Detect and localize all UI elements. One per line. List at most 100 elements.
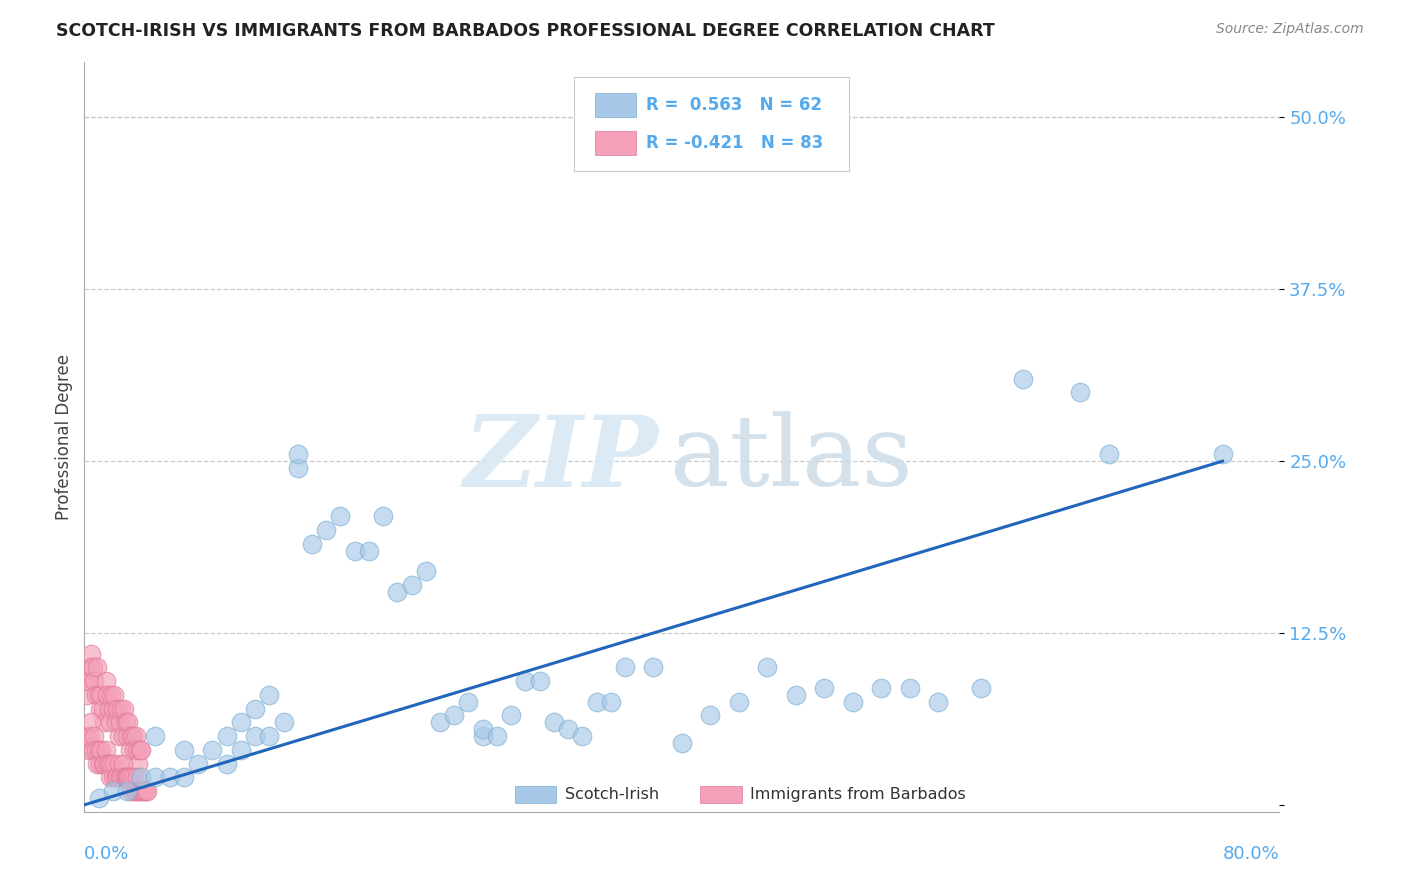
Point	[98, 770, 121, 784]
Point	[127, 784, 149, 798]
Point	[571, 729, 593, 743]
Point	[159, 770, 181, 784]
Point	[387, 584, 409, 599]
Point	[215, 756, 238, 771]
Point	[118, 770, 141, 784]
Point	[87, 688, 110, 702]
Point	[93, 756, 115, 771]
Point	[373, 509, 395, 524]
Point	[76, 688, 98, 702]
Point	[259, 688, 281, 702]
Point	[89, 701, 111, 715]
Point	[129, 743, 152, 757]
Point	[121, 770, 143, 784]
Point	[110, 701, 132, 715]
Point	[501, 708, 523, 723]
Point	[90, 688, 112, 702]
Point	[79, 729, 101, 743]
Point	[112, 770, 135, 784]
Point	[84, 688, 107, 702]
Point	[287, 447, 309, 461]
Point	[273, 715, 295, 730]
Point	[111, 756, 134, 771]
Point	[129, 784, 152, 798]
Point	[898, 681, 921, 695]
Point	[215, 729, 238, 743]
Point	[970, 681, 993, 695]
Point	[114, 770, 136, 784]
Point	[101, 784, 124, 798]
Point	[108, 715, 131, 730]
Text: 0.0%: 0.0%	[84, 846, 129, 863]
Point	[77, 743, 100, 757]
Point	[756, 660, 779, 674]
Point	[1069, 385, 1091, 400]
Point	[79, 660, 101, 674]
FancyBboxPatch shape	[575, 78, 849, 171]
Point	[98, 715, 121, 730]
Point	[135, 784, 157, 798]
Text: R =  0.563   N = 62: R = 0.563 N = 62	[647, 96, 823, 114]
Point	[443, 708, 465, 723]
Point	[84, 743, 107, 757]
Point	[301, 536, 323, 550]
Text: SCOTCH-IRISH VS IMMIGRANTS FROM BARBADOS PROFESSIONAL DEGREE CORRELATION CHART: SCOTCH-IRISH VS IMMIGRANTS FROM BARBADOS…	[56, 22, 995, 40]
Point	[127, 756, 149, 771]
Point	[259, 729, 281, 743]
Point	[124, 784, 146, 798]
Point	[471, 723, 494, 737]
Point	[1012, 371, 1035, 385]
FancyBboxPatch shape	[700, 786, 742, 803]
Point	[229, 743, 252, 757]
Point	[100, 756, 122, 771]
Point	[86, 756, 108, 771]
Point	[89, 756, 111, 771]
Text: Scotch-Irish: Scotch-Irish	[565, 787, 659, 802]
Point	[101, 770, 124, 784]
Point	[128, 743, 150, 757]
Point	[699, 708, 721, 723]
Point	[110, 770, 132, 784]
Point	[125, 770, 148, 784]
Point	[671, 736, 693, 750]
Point	[82, 660, 104, 674]
Point	[813, 681, 835, 695]
Point	[115, 770, 138, 784]
Point	[97, 756, 120, 771]
Point	[87, 791, 110, 805]
Point	[187, 756, 209, 771]
Point	[103, 756, 125, 771]
Text: Source: ZipAtlas.com: Source: ZipAtlas.com	[1216, 22, 1364, 37]
Point	[103, 688, 125, 702]
Point	[132, 784, 156, 798]
Point	[315, 523, 337, 537]
Text: atlas: atlas	[671, 412, 912, 508]
Point	[124, 729, 146, 743]
Point	[125, 743, 148, 757]
Point	[104, 770, 127, 784]
Point	[83, 674, 105, 689]
Point	[75, 674, 97, 689]
Point	[329, 509, 352, 524]
Point	[120, 729, 142, 743]
Point	[543, 715, 565, 730]
Point	[131, 784, 153, 798]
Point	[120, 784, 142, 798]
Point	[90, 743, 112, 757]
Point	[145, 770, 167, 784]
Point	[229, 715, 252, 730]
Point	[243, 729, 266, 743]
Point	[485, 729, 508, 743]
Point	[727, 695, 749, 709]
Point	[118, 743, 141, 757]
Point	[599, 695, 621, 709]
Text: 80.0%: 80.0%	[1223, 846, 1279, 863]
Point	[108, 770, 131, 784]
Point	[93, 715, 115, 730]
Text: ZIP: ZIP	[463, 411, 658, 508]
Point	[1098, 447, 1121, 461]
Point	[97, 701, 120, 715]
Point	[83, 729, 105, 743]
Point	[107, 729, 129, 743]
Point	[515, 674, 537, 689]
